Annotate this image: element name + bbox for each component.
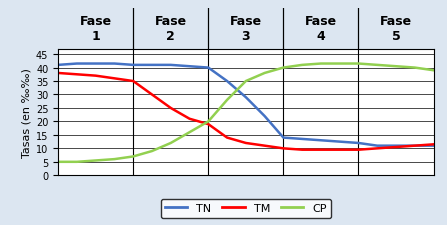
Text: Fase
3: Fase 3 <box>230 15 262 43</box>
Y-axis label: Tasas (en ‰‰): Tasas (en ‰‰) <box>22 68 32 157</box>
Text: Fase
4: Fase 4 <box>305 15 337 43</box>
Legend: TN, TM, CP: TN, TM, CP <box>160 199 331 218</box>
Text: Fase
1: Fase 1 <box>80 15 112 43</box>
Text: Fase
2: Fase 2 <box>155 15 187 43</box>
Text: Fase
5: Fase 5 <box>380 15 412 43</box>
